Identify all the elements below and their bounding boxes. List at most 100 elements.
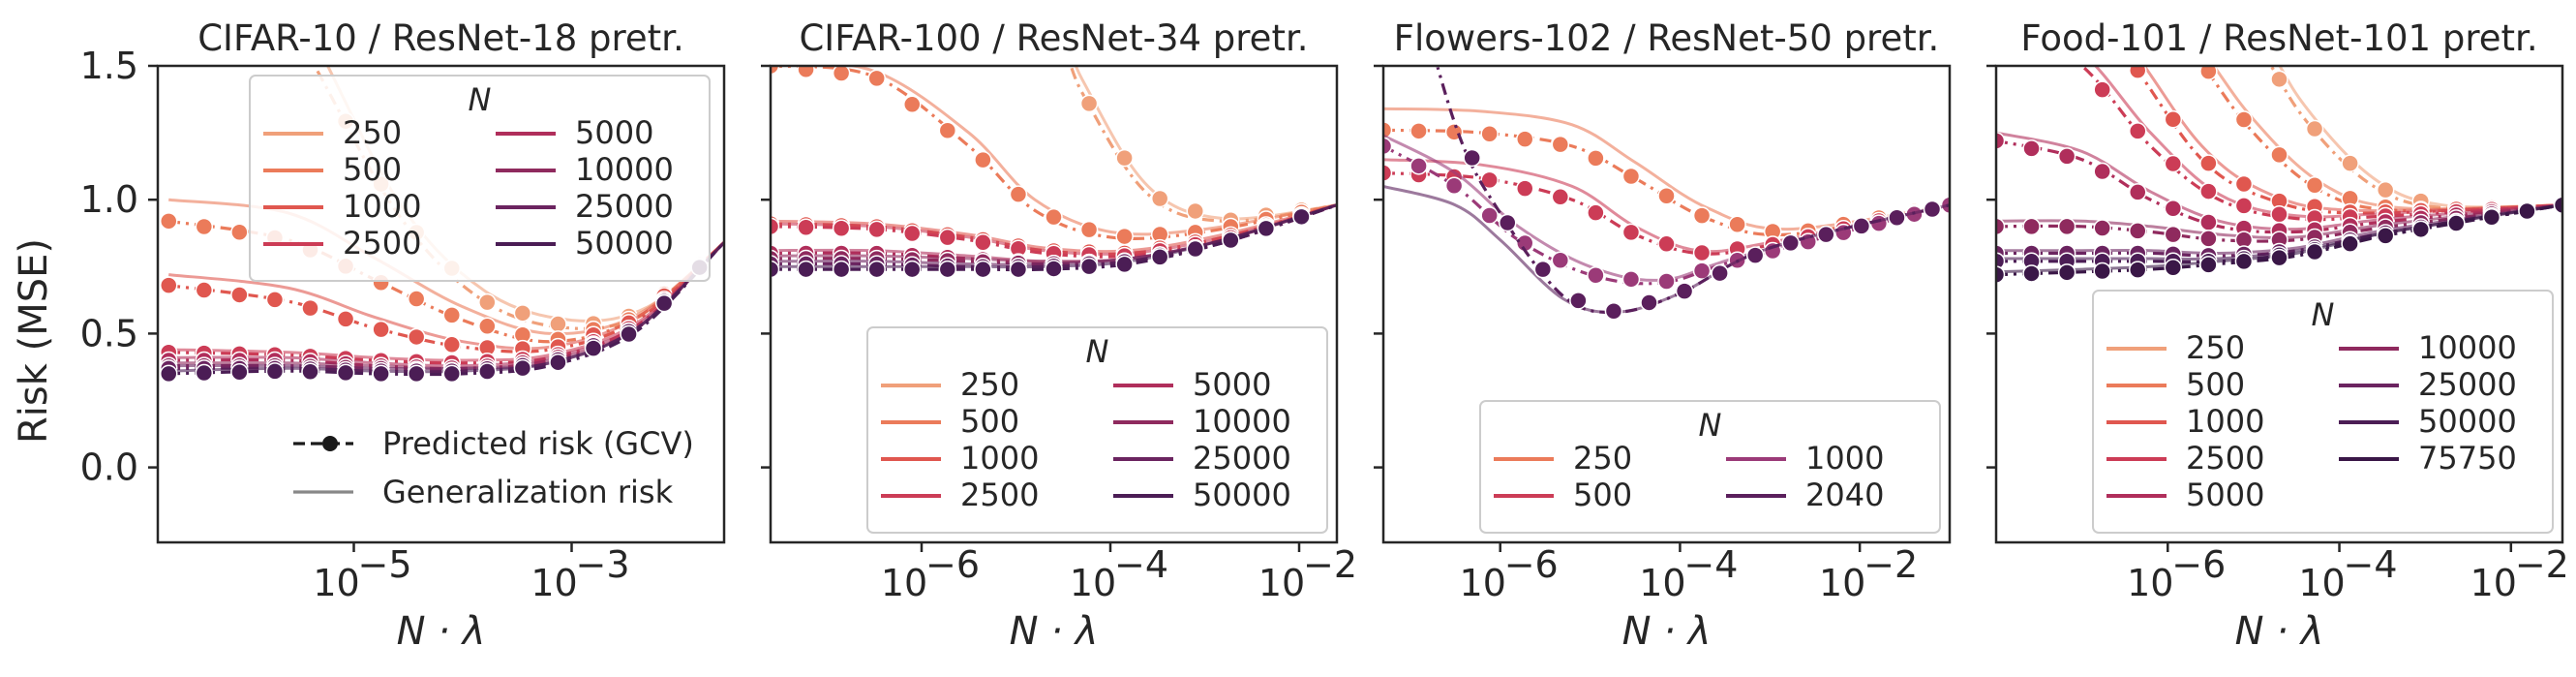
predicted-risk-marker [2164, 259, 2183, 277]
legend-item: 1000 [2106, 403, 2264, 440]
panels: CIFAR-10 / ResNet-18 pretr. 1.5 1.0 0.5 0.0 1… [80, 4, 2569, 654]
legend-label: 250 [960, 366, 1019, 403]
predicted-risk-marker [1728, 215, 1746, 234]
predicted-risk-marker [2270, 205, 2288, 224]
series-1000 [1383, 134, 1950, 291]
predicted-risk-marker [2234, 174, 2254, 194]
predicted-risk-marker [2164, 154, 2183, 173]
predicted-risk-marker [2057, 147, 2076, 166]
predicted-risk-marker [1551, 135, 1570, 154]
x-tick-exponent: −5 [358, 543, 412, 586]
predicted-risk-marker [771, 217, 780, 236]
predicted-risk-marker [407, 290, 426, 308]
predicted-risk-marker [2553, 196, 2562, 214]
x-axis-label: N · λ [1010, 609, 1099, 654]
predicted-risk-marker [2447, 214, 2466, 232]
predicted-risk-marker [832, 219, 851, 237]
predicted-risk-marker [584, 339, 603, 357]
predicted-risk-marker [903, 224, 922, 243]
predicted-risk-marker [407, 364, 426, 384]
legend-box [249, 75, 711, 282]
predicted-risk-marker [478, 317, 497, 336]
legend-label: 250 [1573, 440, 1632, 477]
predicted-risk-marker [513, 304, 532, 323]
predicted-risk-marker [2022, 217, 2041, 236]
predicted-risk-marker [1480, 170, 1499, 190]
legend-label: 5000 [575, 114, 653, 151]
predicted-risk-marker [1480, 206, 1499, 225]
predicted-risk-marker [1186, 201, 1204, 221]
x-tick-label: 10 [313, 562, 359, 604]
predicted-risk-marker [620, 324, 638, 344]
legend-item: 2040 [1726, 477, 1884, 513]
x-axis-label: N · λ [397, 609, 486, 654]
predicted-risk-marker [771, 260, 780, 279]
predicted-risk-marker [1222, 231, 1240, 250]
predicted-risk-marker [1257, 219, 1276, 238]
predicted-risk-marker [2199, 182, 2218, 200]
predicted-risk-marker [2057, 263, 2076, 282]
x-tick-exponent: −2 [2515, 543, 2569, 586]
x-tick-exponent: −4 [1114, 543, 1168, 586]
axes-frame [156, 64, 726, 544]
predicted-risk-marker [797, 260, 815, 279]
predicted-risk-marker [2199, 230, 2218, 248]
predicted-risk-marker [230, 362, 249, 382]
predicted-risk-marker [2022, 264, 2041, 283]
generalization-legend-label: Generalization risk [382, 474, 674, 510]
predicted-risk-marker [1150, 189, 1169, 208]
predicted-risk-marker [407, 327, 426, 347]
predicted-risk-marker [2341, 234, 2359, 253]
predicted-risk-marker [2234, 197, 2254, 215]
predicted-risk-marker [1988, 4, 2005, 20]
predicted-risk-marker [832, 66, 851, 82]
plot-area [1383, 66, 1950, 321]
predicted-risk-marker [1621, 270, 1641, 289]
predicted-risk-marker [1852, 217, 1871, 235]
x-tick-label: 10 [881, 562, 927, 604]
predicted-risk-marker [2305, 242, 2324, 262]
predicted-risk-marker [2376, 227, 2395, 245]
legend-item: 10000 [1113, 403, 1291, 440]
predicted-risk-marker [1499, 213, 1517, 232]
predicted-risk-marker [442, 335, 461, 354]
predicted-risk-marker [1079, 257, 1099, 276]
legend-item: 5000 [1113, 366, 1271, 403]
predicted-risk-marker [2411, 220, 2430, 239]
y-tick-label: 0.0 [80, 446, 138, 489]
legend-label: 2040 [1805, 477, 1884, 513]
predicted-risk-marker [478, 362, 497, 381]
predicted-risk-marker [1692, 262, 1712, 280]
plot-area [1988, 4, 2562, 284]
legend-label: 25000 [1193, 440, 1291, 477]
legend-title: N [1699, 407, 1722, 444]
predicted-risk-marker [195, 217, 214, 236]
predicted-legend-marker [322, 436, 338, 451]
legend-item: 1000 [881, 440, 1039, 477]
predicted-risk-line [2079, 66, 2562, 222]
legend-label: 1000 [2186, 403, 2264, 440]
predicted-risk-marker [2199, 66, 2218, 80]
predicted-risk-marker [832, 260, 851, 279]
x-tick-label: 10 [530, 562, 577, 604]
predicted-risk-marker [1045, 260, 1063, 278]
predicted-risk-marker [1657, 234, 1676, 254]
predicted-risk-marker [160, 276, 178, 294]
series-2040 [1383, 66, 1950, 321]
y-tick-label: 1.0 [80, 178, 138, 221]
panel-2: CIFAR-100 / ResNet-34 pretr.10−6 10−4 10−2… [761, 17, 1357, 654]
predicted-risk-marker [1692, 206, 1712, 225]
x-tick-exponent: −3 [576, 543, 630, 586]
predicted-risk-marker [1996, 252, 2006, 271]
predicted-risk-marker [2022, 139, 2041, 158]
legend-item: 2500 [2106, 440, 2264, 477]
predicted-risk-marker [265, 362, 285, 381]
predicted-risk-marker [2129, 183, 2147, 201]
legend-label: 25000 [575, 188, 674, 225]
x-tick-exponent: −6 [1504, 543, 1559, 586]
predicted-risk-marker [160, 212, 178, 231]
predicted-risk-marker [549, 315, 567, 333]
predicted-risk-marker [513, 358, 532, 378]
series-50000 [771, 203, 1337, 279]
